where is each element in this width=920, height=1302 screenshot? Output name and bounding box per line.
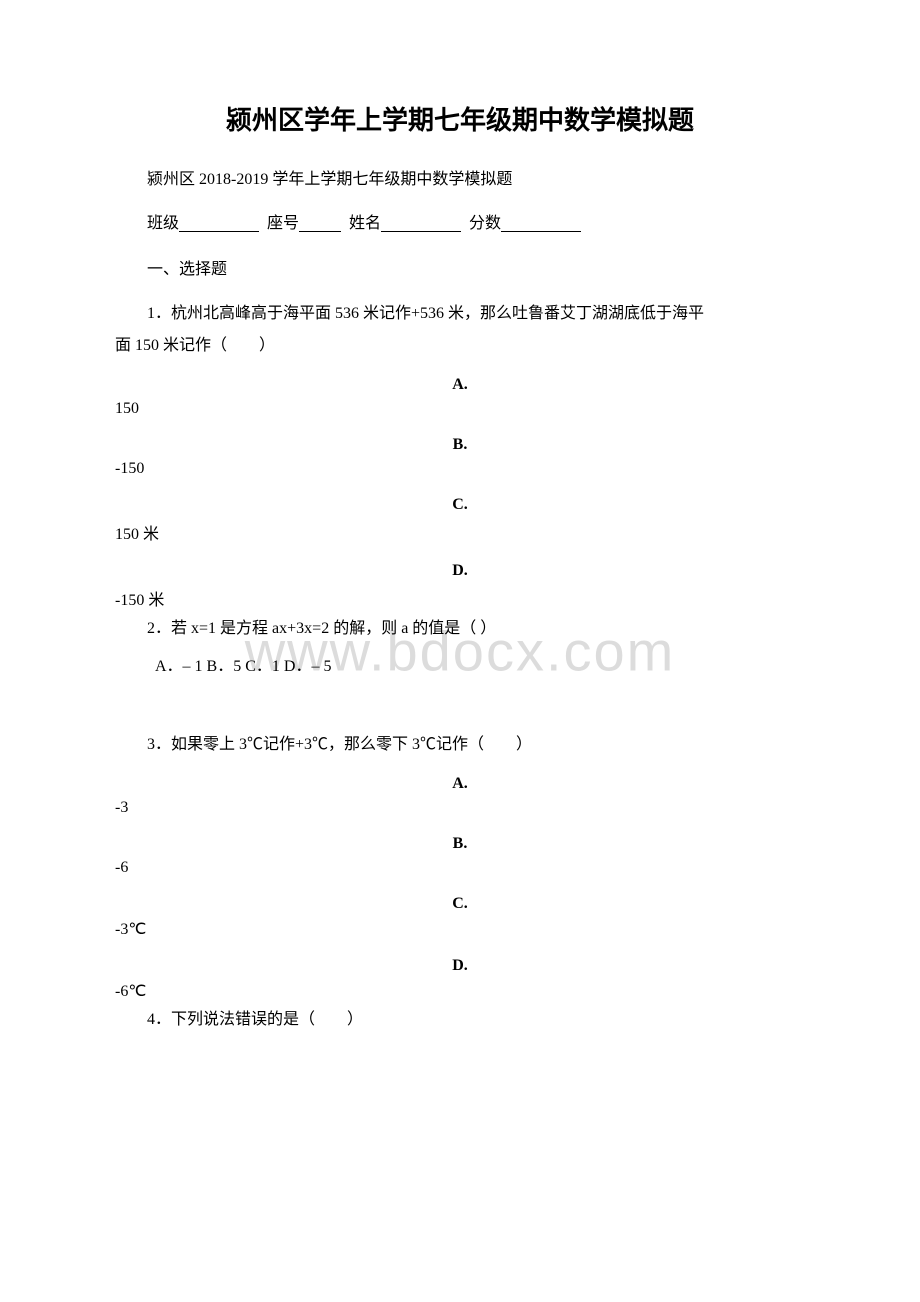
- question-text: 3．如果零上 3℃记作+3℃，那么零下 3℃记作（ ）: [115, 732, 805, 758]
- option-label: B.: [115, 835, 805, 853]
- spacer: [115, 708, 805, 732]
- question-body: 如果零上 3℃记作+3℃，那么零下 3℃记作（ ）: [171, 736, 532, 753]
- score-label: 分数: [469, 215, 501, 232]
- question-text: 4．下列说法错误的是（ ）: [115, 1007, 805, 1033]
- option-label: D.: [115, 562, 805, 580]
- option-value: -3℃: [115, 919, 805, 939]
- option-label: B.: [115, 436, 805, 454]
- option-value: -150: [115, 460, 805, 478]
- class-blank: [179, 216, 259, 232]
- question-body: 杭州北高峰高于海平面 536 米记作+536 米，那么吐鲁番艾丁湖湖底低于海平: [171, 305, 704, 322]
- question-body: 若 x=1 是方程 ax+3x=2 的解，则 a 的值是（ ）: [171, 620, 496, 637]
- question-body: 下列说法错误的是（ ）: [171, 1011, 363, 1028]
- option-value: -6: [115, 859, 805, 877]
- question-text: 1．杭州北高峰高于海平面 536 米记作+536 米，那么吐鲁番艾丁湖湖底低于海…: [115, 301, 805, 327]
- option-label: D.: [115, 957, 805, 975]
- question-number: 3．: [147, 736, 171, 753]
- option-value: 150: [115, 400, 805, 418]
- question-text-line2: 面 150 米记作（ ）: [115, 333, 805, 359]
- section-header: 一、选择题: [115, 255, 805, 279]
- seat-blank: [299, 216, 341, 232]
- inline-options: A．– 1 B．5 C．1 D．– 5: [155, 652, 805, 676]
- question-number: 4．: [147, 1011, 171, 1028]
- question-number: 1．: [147, 305, 171, 322]
- document-content: 颍州区学年上学期七年级期中数学模拟题 颍州区 2018-2019 学年上学期七年…: [115, 100, 805, 1033]
- option-value: -150 米: [115, 586, 805, 610]
- option-label: C.: [115, 496, 805, 514]
- seat-label: 座号: [267, 215, 299, 232]
- class-label: 班级: [147, 215, 179, 232]
- option-value: 150 米: [115, 520, 805, 544]
- option-label: A.: [115, 775, 805, 793]
- question-number: 2．: [147, 620, 171, 637]
- document-title: 颍州区学年上学期七年级期中数学模拟题: [115, 100, 805, 137]
- option-value: -6℃: [115, 981, 805, 1001]
- form-line: 班级 座号 姓名 分数: [115, 209, 805, 233]
- question-text: 2．若 x=1 是方程 ax+3x=2 的解，则 a 的值是（ ）: [115, 616, 805, 642]
- document-subtitle: 颍州区 2018-2019 学年上学期七年级期中数学模拟题: [115, 165, 805, 189]
- option-label: C.: [115, 895, 805, 913]
- name-label: 姓名: [349, 215, 381, 232]
- option-value: -3: [115, 799, 805, 817]
- option-label: A.: [115, 376, 805, 394]
- name-blank: [381, 216, 461, 232]
- score-blank: [501, 216, 581, 232]
